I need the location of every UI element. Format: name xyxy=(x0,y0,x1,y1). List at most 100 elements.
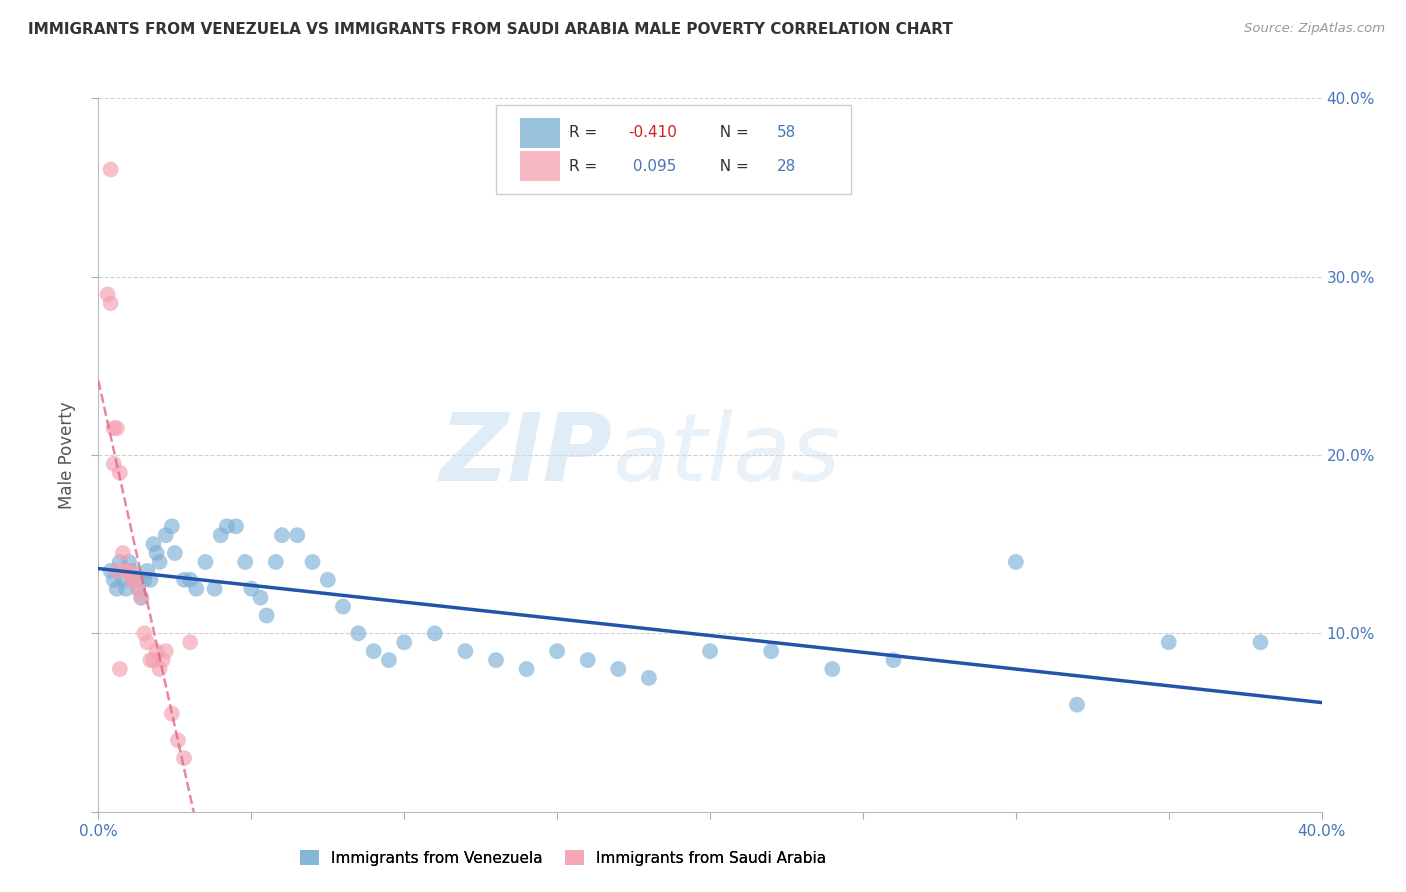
Point xyxy=(546,644,568,658)
Point xyxy=(105,582,128,596)
Point xyxy=(129,591,152,605)
Point xyxy=(454,644,477,658)
Point xyxy=(301,555,323,569)
Point xyxy=(105,421,128,435)
Point xyxy=(124,573,146,587)
Point xyxy=(149,662,172,676)
Point xyxy=(392,635,416,649)
Point xyxy=(363,644,385,658)
Point xyxy=(759,644,782,658)
Point xyxy=(145,644,167,658)
Point xyxy=(1004,555,1026,569)
Point xyxy=(256,608,278,623)
Point xyxy=(139,573,162,587)
Point xyxy=(134,573,156,587)
Point xyxy=(100,296,122,310)
Point xyxy=(179,573,201,587)
Point xyxy=(142,537,165,551)
FancyBboxPatch shape xyxy=(496,105,851,194)
Point xyxy=(332,599,354,614)
Point xyxy=(108,555,131,569)
Point xyxy=(1066,698,1088,712)
Text: atlas: atlas xyxy=(612,409,841,500)
Point xyxy=(1249,635,1271,649)
Point xyxy=(136,635,159,649)
Point xyxy=(145,546,167,560)
Point xyxy=(883,653,905,667)
Point xyxy=(173,751,195,765)
Point xyxy=(111,573,134,587)
Point xyxy=(105,564,128,578)
Point xyxy=(111,546,134,560)
Point xyxy=(160,519,183,533)
Point xyxy=(264,555,287,569)
Point xyxy=(136,564,159,578)
Point xyxy=(100,564,122,578)
Point xyxy=(103,421,125,435)
Point xyxy=(233,555,256,569)
Point xyxy=(155,644,177,658)
Text: Source: ZipAtlas.com: Source: ZipAtlas.com xyxy=(1244,22,1385,36)
Point xyxy=(378,653,401,667)
Point xyxy=(186,582,208,596)
Point xyxy=(249,591,271,605)
Text: ZIP: ZIP xyxy=(439,409,612,501)
Point xyxy=(637,671,661,685)
Point xyxy=(103,457,125,471)
Text: N =: N = xyxy=(710,159,754,174)
Point xyxy=(139,653,162,667)
Point xyxy=(152,653,174,667)
Point xyxy=(149,555,172,569)
Point xyxy=(97,287,120,301)
Point xyxy=(115,564,138,578)
Point xyxy=(121,573,143,587)
Point xyxy=(194,555,217,569)
Point xyxy=(118,555,141,569)
Point xyxy=(142,653,165,667)
Point xyxy=(103,573,125,587)
Legend: Immigrants from Venezuela, Immigrants from Saudi Arabia: Immigrants from Venezuela, Immigrants fr… xyxy=(294,844,832,871)
Point xyxy=(821,662,844,676)
Point xyxy=(485,653,508,667)
Point xyxy=(204,582,226,596)
Point xyxy=(316,573,339,587)
Point xyxy=(127,582,149,596)
Text: 58: 58 xyxy=(778,125,797,140)
Point xyxy=(516,662,538,676)
Point xyxy=(576,653,599,667)
Point xyxy=(270,528,292,542)
Point xyxy=(100,162,122,177)
Point xyxy=(1157,635,1180,649)
Point xyxy=(121,564,143,578)
Point xyxy=(347,626,370,640)
Point xyxy=(160,706,183,721)
Point xyxy=(108,662,131,676)
Point xyxy=(173,573,195,587)
Point xyxy=(155,528,177,542)
Text: -0.410: -0.410 xyxy=(628,125,676,140)
Point xyxy=(124,573,146,587)
Text: R =: R = xyxy=(569,159,603,174)
Text: N =: N = xyxy=(710,125,754,140)
Point xyxy=(607,662,630,676)
Point xyxy=(118,564,141,578)
FancyBboxPatch shape xyxy=(520,118,560,147)
Point xyxy=(127,582,149,596)
Point xyxy=(108,466,131,480)
Point xyxy=(167,733,190,747)
Point xyxy=(225,519,247,533)
Point xyxy=(209,528,232,542)
Point xyxy=(285,528,308,542)
Point xyxy=(699,644,721,658)
FancyBboxPatch shape xyxy=(520,152,560,181)
Point xyxy=(215,519,238,533)
Point xyxy=(115,582,138,596)
Text: 0.095: 0.095 xyxy=(628,159,676,174)
Point xyxy=(240,582,263,596)
Point xyxy=(163,546,186,560)
Point xyxy=(423,626,446,640)
Text: 28: 28 xyxy=(778,159,797,174)
Text: R =: R = xyxy=(569,125,603,140)
Point xyxy=(179,635,201,649)
Y-axis label: Male Poverty: Male Poverty xyxy=(58,401,76,508)
